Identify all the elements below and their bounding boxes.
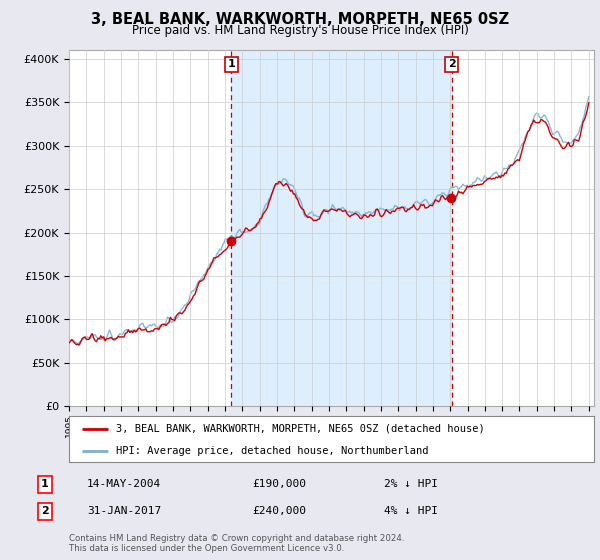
Text: 2: 2 [41, 506, 49, 516]
Text: 14-MAY-2004: 14-MAY-2004 [87, 479, 161, 489]
Text: 3, BEAL BANK, WARKWORTH, MORPETH, NE65 0SZ: 3, BEAL BANK, WARKWORTH, MORPETH, NE65 0… [91, 12, 509, 27]
Text: 2% ↓ HPI: 2% ↓ HPI [384, 479, 438, 489]
Text: £240,000: £240,000 [252, 506, 306, 516]
Bar [232, 50, 452, 406]
Text: £190,000: £190,000 [252, 479, 306, 489]
Text: 31-JAN-2017: 31-JAN-2017 [87, 506, 161, 516]
Text: 4% ↓ HPI: 4% ↓ HPI [384, 506, 438, 516]
Text: Price paid vs. HM Land Registry's House Price Index (HPI): Price paid vs. HM Land Registry's House … [131, 24, 469, 36]
Text: 1: 1 [41, 479, 49, 489]
Text: Contains HM Land Registry data © Crown copyright and database right 2024.
This d: Contains HM Land Registry data © Crown c… [69, 534, 404, 553]
Text: 2: 2 [448, 59, 455, 69]
Text: HPI: Average price, detached house, Northumberland: HPI: Average price, detached house, Nort… [116, 446, 429, 455]
Text: 1: 1 [227, 59, 235, 69]
Text: 3, BEAL BANK, WARKWORTH, MORPETH, NE65 0SZ (detached house): 3, BEAL BANK, WARKWORTH, MORPETH, NE65 0… [116, 424, 485, 434]
